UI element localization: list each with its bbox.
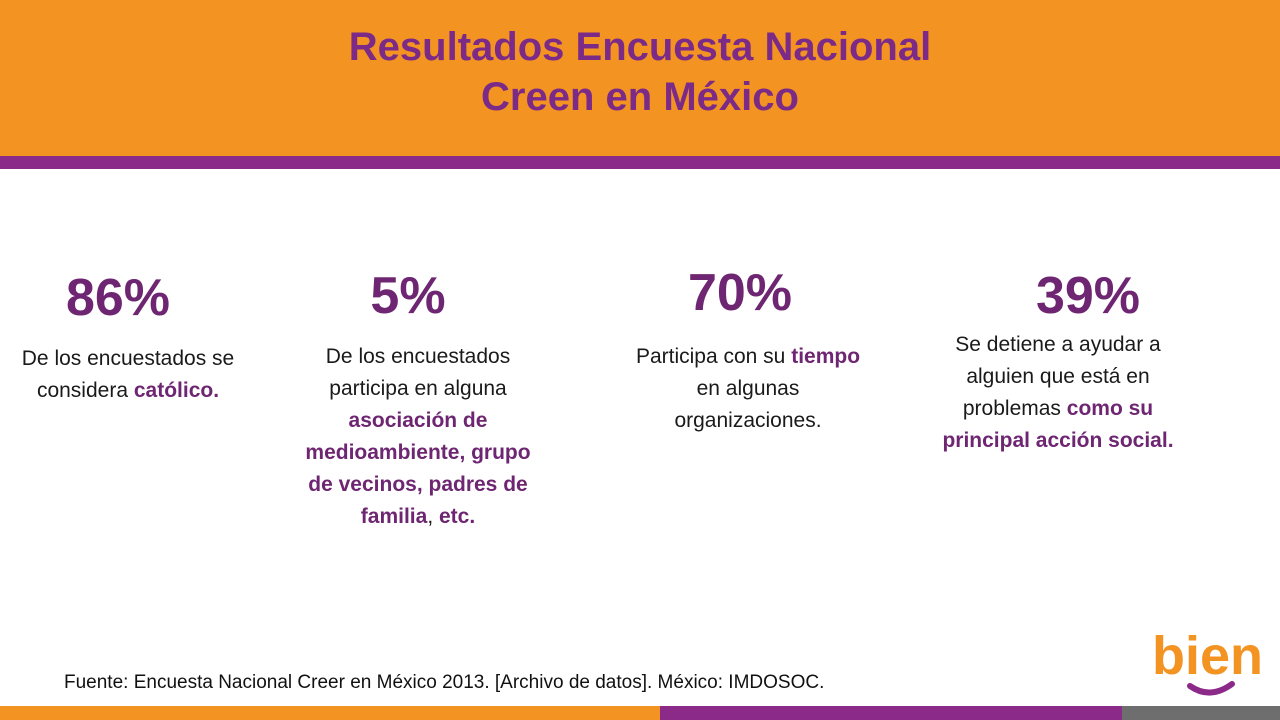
- title-line-1: Resultados Encuesta Nacional: [348, 25, 932, 69]
- source-citation: Fuente: Encuesta Nacional Creer en Méxic…: [64, 672, 825, 693]
- logo-text: bien: [1152, 626, 1263, 686]
- footer-bar-gray: [1122, 706, 1280, 720]
- stat-text-help: Se detiene a ayudar a alguien que está e…: [942, 333, 1174, 452]
- stat-text-association: De los encuestados participa en alguna a…: [305, 345, 531, 528]
- header-stripe: [0, 156, 1280, 169]
- stat-value-help: 39%: [1035, 267, 1141, 325]
- stat-value-time: 70%: [687, 264, 793, 322]
- title-line-2: Creen en México: [481, 75, 799, 119]
- stat-value-association: 5%: [370, 267, 446, 325]
- footer-bar-orange: [0, 706, 660, 720]
- stat-text-catholic: De los encuestados se considera católico…: [21, 347, 235, 402]
- stat-value-catholic: 86%: [65, 269, 171, 327]
- header-band: [0, 0, 1280, 156]
- bien-logo-icon: bien: [1152, 626, 1263, 696]
- footer-bar-purple: [660, 706, 1122, 720]
- page-title: Resultados Encuesta Nacional Creen en Mé…: [0, 22, 1280, 122]
- stat-text-time: Participa con su tiempo en algunas organ…: [635, 345, 861, 432]
- logo-smile: [1187, 681, 1235, 696]
